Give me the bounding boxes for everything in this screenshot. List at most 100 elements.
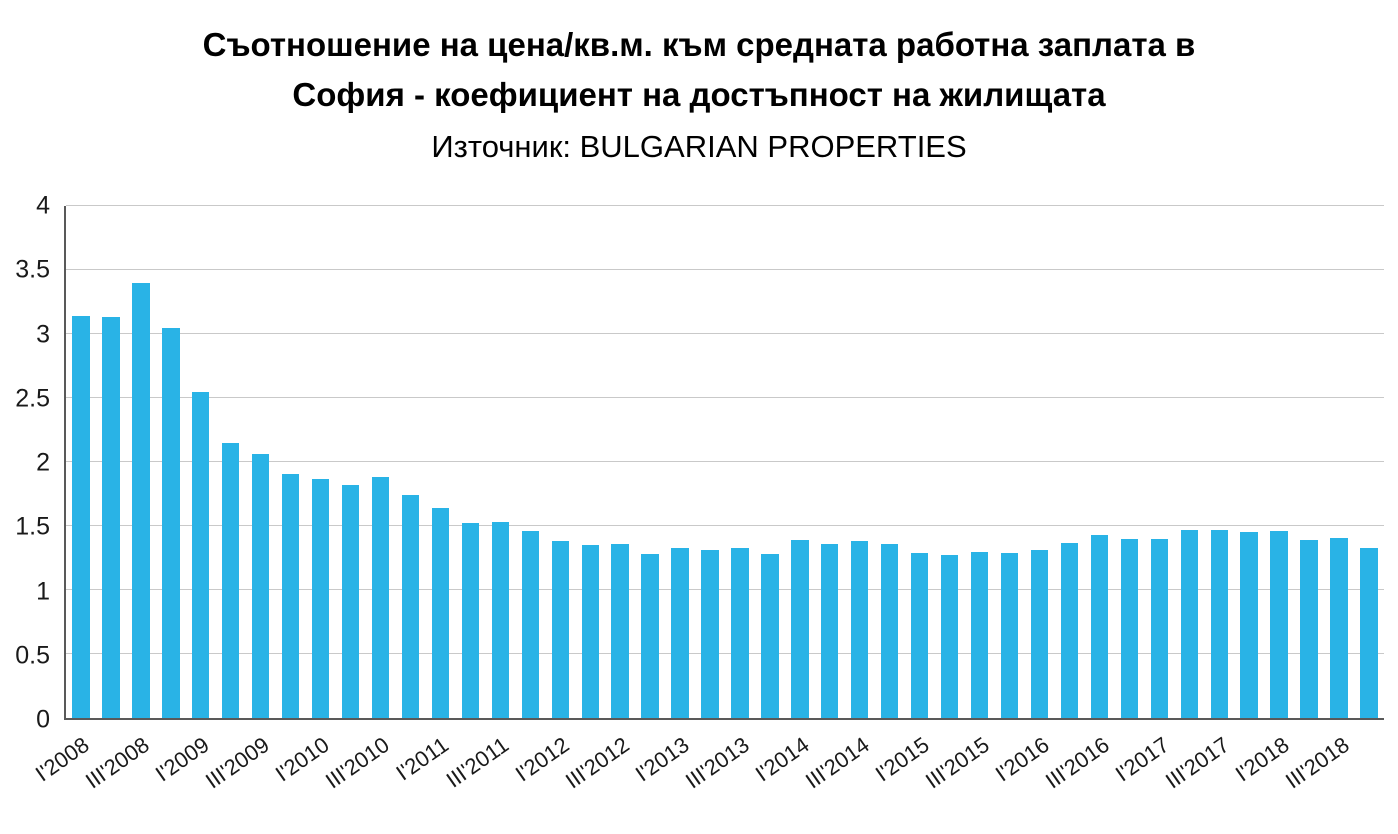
y-tick-label: 0 bbox=[36, 705, 50, 734]
bar-II'2015 bbox=[940, 555, 959, 718]
bar-IV'2015 bbox=[1000, 552, 1019, 718]
y-tick-label: 3 bbox=[36, 320, 50, 348]
bar-slot bbox=[515, 206, 545, 718]
chart-title-line1: Съотношение на цена/кв.м. към средната р… bbox=[202, 26, 1196, 63]
x-tick-label: I'2011 bbox=[391, 732, 454, 786]
bar-slot bbox=[276, 206, 306, 718]
bar-III'2009 bbox=[252, 454, 270, 718]
bar-slot bbox=[605, 206, 635, 718]
bar-IV'2014 bbox=[881, 543, 899, 718]
bar-IV'2008 bbox=[162, 327, 180, 718]
bar-I'2008 bbox=[72, 316, 90, 718]
bar-I'2009 bbox=[192, 391, 210, 718]
bar-I'2012 bbox=[551, 541, 569, 718]
bar-II'2013 bbox=[701, 550, 719, 718]
x-tick-label: III'2016 bbox=[1040, 732, 1114, 794]
bar-III'2010 bbox=[371, 477, 390, 718]
bar-IV'2017 bbox=[1240, 532, 1258, 718]
bar-III'2016 bbox=[1090, 534, 1109, 718]
x-tick-label: III'2014 bbox=[800, 732, 874, 794]
bar-slot bbox=[246, 206, 276, 718]
bar-II'2009 bbox=[222, 442, 240, 718]
bar-III'2015 bbox=[970, 551, 989, 718]
bar-slot bbox=[815, 206, 845, 718]
bar-slot bbox=[785, 206, 815, 718]
gridline bbox=[66, 461, 1384, 462]
bar-slot bbox=[126, 206, 156, 718]
y-tick-label: 3.5 bbox=[15, 255, 50, 284]
bar-II'2017 bbox=[1180, 529, 1198, 718]
bar-IV'2011 bbox=[521, 531, 539, 718]
bar-slot bbox=[635, 206, 665, 718]
bar-IV'2012 bbox=[641, 554, 659, 718]
bar-III'2011 bbox=[491, 522, 509, 718]
bar-II'2010 bbox=[341, 485, 360, 718]
x-tick-label: III'2017 bbox=[1160, 732, 1234, 794]
bar-II'2014 bbox=[821, 543, 839, 718]
bar-slot bbox=[965, 206, 995, 718]
bar-slot bbox=[66, 206, 96, 718]
gridline bbox=[66, 589, 1384, 590]
bar-II'2008 bbox=[102, 317, 120, 718]
bar-IV'2018 bbox=[1360, 547, 1378, 718]
bar-slot bbox=[96, 206, 126, 718]
bar-III'2017 bbox=[1210, 529, 1228, 718]
bar-slot bbox=[545, 206, 575, 718]
bar-slot bbox=[755, 206, 785, 718]
bar-slot bbox=[1025, 206, 1055, 718]
gridline bbox=[66, 525, 1384, 526]
bar-slot bbox=[336, 206, 366, 718]
bar-slot bbox=[695, 206, 725, 718]
bar-I'2018 bbox=[1270, 531, 1288, 718]
bar-slot bbox=[485, 206, 515, 718]
x-tick-label: III'2015 bbox=[920, 732, 994, 794]
bar-slot bbox=[1054, 206, 1084, 718]
bar-III'2012 bbox=[611, 543, 629, 718]
bar-III'2008 bbox=[132, 282, 150, 718]
bar-II'2012 bbox=[581, 545, 599, 718]
chart-title-block: Съотношение на цена/кв.м. към средната р… bbox=[0, 20, 1398, 172]
bar-slot bbox=[1144, 206, 1174, 718]
bar-slot bbox=[1324, 206, 1354, 718]
bar-slot bbox=[1114, 206, 1144, 718]
bar-slot bbox=[1264, 206, 1294, 718]
bar-slot bbox=[575, 206, 605, 718]
y-tick-label: 2.5 bbox=[15, 384, 50, 413]
bar-slot bbox=[1174, 206, 1204, 718]
y-tick-label: 2 bbox=[36, 448, 50, 477]
bar-I'2014 bbox=[791, 540, 809, 718]
bar-slot bbox=[156, 206, 186, 718]
gridline bbox=[66, 333, 1384, 334]
bar-IV'2010 bbox=[401, 495, 420, 718]
gridline bbox=[66, 653, 1384, 654]
bar-slot bbox=[875, 206, 905, 718]
bar-I'2010 bbox=[311, 478, 330, 718]
chart-title-line2: София - коефициент на достъпност на жили… bbox=[292, 76, 1106, 113]
gridline bbox=[66, 397, 1384, 398]
y-tick-label: 1.5 bbox=[15, 512, 50, 541]
bar-slot bbox=[186, 206, 216, 718]
x-tick-label: III'2013 bbox=[680, 732, 754, 794]
x-axis-labels: I'2008 III'2008 I'2009 III'2009 I'2010 III'20… bbox=[30, 724, 1384, 832]
bar-I'2017 bbox=[1150, 538, 1168, 718]
bar-III'2018 bbox=[1330, 537, 1348, 718]
bars bbox=[66, 206, 1384, 718]
bar-I'2011 bbox=[431, 508, 450, 718]
bar-slot bbox=[905, 206, 935, 718]
y-tick-label: 1 bbox=[36, 577, 50, 605]
bar-slot bbox=[1084, 206, 1114, 718]
x-tick-label: III'2012 bbox=[560, 732, 634, 794]
bar-slot bbox=[395, 206, 425, 718]
y-tick-label: 0.5 bbox=[15, 641, 50, 670]
bar-slot bbox=[935, 206, 965, 718]
bar-IV'2016 bbox=[1120, 538, 1139, 718]
bar-II'2011 bbox=[461, 523, 480, 718]
bar-slot bbox=[845, 206, 875, 718]
gridline bbox=[66, 205, 1384, 206]
bar-II'2018 bbox=[1300, 540, 1318, 718]
x-tick-label: III'2008 bbox=[80, 732, 154, 794]
bar-slot bbox=[455, 206, 485, 718]
bar-slot bbox=[425, 206, 455, 718]
bar-slot bbox=[665, 206, 695, 718]
